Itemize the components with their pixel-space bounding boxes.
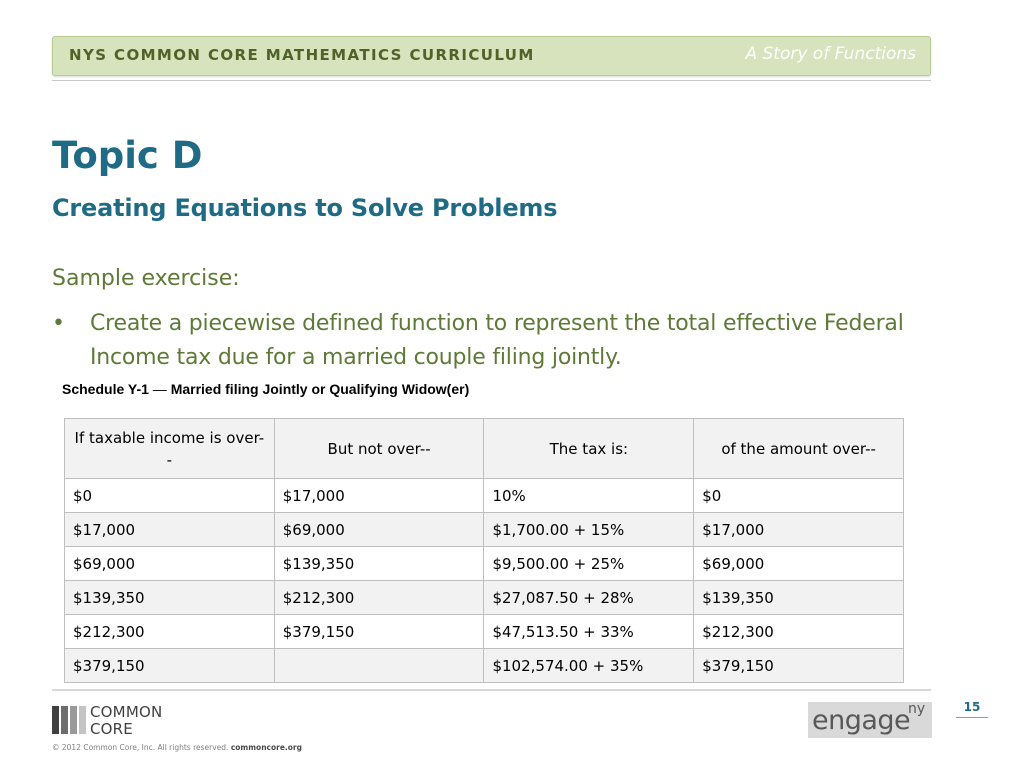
- schedule-caption: Schedule Y-1 — Married filing Jointly or…: [62, 381, 469, 397]
- table-cell: $47,513.50 + 33%: [483, 614, 695, 649]
- table-cell: $379,150: [693, 648, 904, 683]
- column-header: If taxable income is over--: [64, 418, 275, 479]
- engageny-logo: engage ny: [808, 701, 932, 738]
- table-cell: $379,150: [64, 648, 275, 683]
- column-header: The tax is:: [483, 418, 695, 479]
- table-cell: $139,350: [693, 580, 904, 615]
- table-header-row: If taxable income is over-- But not over…: [64, 418, 904, 479]
- page-number: 15: [963, 700, 981, 714]
- table-cell: [273, 648, 485, 683]
- table-row: $0 $17,000 10% $0: [64, 478, 904, 513]
- tax-schedule-table: If taxable income is over-- But not over…: [64, 418, 904, 683]
- table-cell: $212,300: [273, 580, 485, 615]
- common-core-logo: COMMON CORE: [52, 704, 202, 738]
- module-title: A Story of Functions: [745, 44, 916, 64]
- table-row: $17,000 $69,000 $1,700.00 + 15% $17,000: [64, 512, 904, 547]
- table-cell: 10%: [483, 478, 695, 513]
- topic-title: Topic D: [52, 134, 203, 177]
- footer-divider: [52, 689, 931, 691]
- engage-superscript: ny: [908, 701, 926, 717]
- table-cell: $212,300: [693, 614, 904, 649]
- engage-wordmark: engage: [812, 705, 911, 736]
- common-core-bars-icon: [52, 706, 86, 734]
- table-row: $69,000 $139,350 $9,500.00 + 25% $69,000: [64, 546, 904, 581]
- copyright-site: commoncore.org: [230, 743, 303, 752]
- table-row: $139,350 $212,300 $27,087.50 + 28% $139,…: [64, 580, 904, 615]
- header-divider: [52, 80, 931, 81]
- table-cell: $0: [64, 478, 275, 513]
- column-header: But not over--: [273, 418, 485, 479]
- schedule-dash: —: [152, 381, 167, 397]
- table-cell: $139,350: [64, 580, 275, 615]
- curriculum-title: NYS COMMON CORE MATHEMATICS CURRICULUM: [69, 46, 535, 64]
- table-cell: $69,000: [64, 546, 275, 581]
- table-cell: $212,300: [64, 614, 275, 649]
- copyright-notice: © 2012 Common Core, Inc. All rights rese…: [52, 743, 302, 752]
- table-cell: $102,574.00 + 35%: [483, 648, 695, 683]
- table-cell: $1,700.00 + 15%: [483, 512, 695, 547]
- table-cell: $0: [693, 478, 904, 513]
- table-cell: $69,000: [693, 546, 904, 581]
- table-cell: $9,500.00 + 25%: [483, 546, 695, 581]
- logo-line-2: CORE: [90, 720, 133, 738]
- table-cell: $17,000: [693, 512, 904, 547]
- schedule-name: Schedule Y-1: [62, 381, 149, 397]
- table-cell: $17,000: [273, 478, 485, 513]
- schedule-description: Married filing Jointly or Qualifying Wid…: [170, 381, 470, 397]
- common-core-wordmark: COMMON CORE: [90, 704, 162, 738]
- column-header: of the amount over--: [693, 418, 904, 479]
- table-row: $212,300 $379,150 $47,513.50 + 33% $212,…: [64, 614, 904, 649]
- exercise-text: Create a piecewise defined function to r…: [90, 311, 904, 370]
- header-bar: NYS COMMON CORE MATHEMATICS CURRICULUM A…: [52, 36, 931, 76]
- table-cell: $69,000: [273, 512, 485, 547]
- table-cell: $27,087.50 + 28%: [483, 580, 695, 615]
- topic-subtitle: Creating Equations to Solve Problems: [52, 194, 558, 222]
- bullet-icon: •: [52, 311, 65, 336]
- copyright-text: © 2012 Common Core, Inc. All rights rese…: [52, 743, 229, 752]
- table-cell: $379,150: [273, 614, 485, 649]
- exercise-bullet: • Create a piecewise defined function to…: [52, 307, 972, 375]
- table-cell: $139,350: [273, 546, 485, 581]
- page-number-underline: [956, 717, 988, 718]
- table-row: $379,150 $102,574.00 + 35% $379,150: [64, 648, 904, 683]
- logo-line-1: COMMON: [90, 703, 163, 721]
- table-cell: $17,000: [64, 512, 275, 547]
- sample-exercise-label: Sample exercise:: [52, 266, 240, 291]
